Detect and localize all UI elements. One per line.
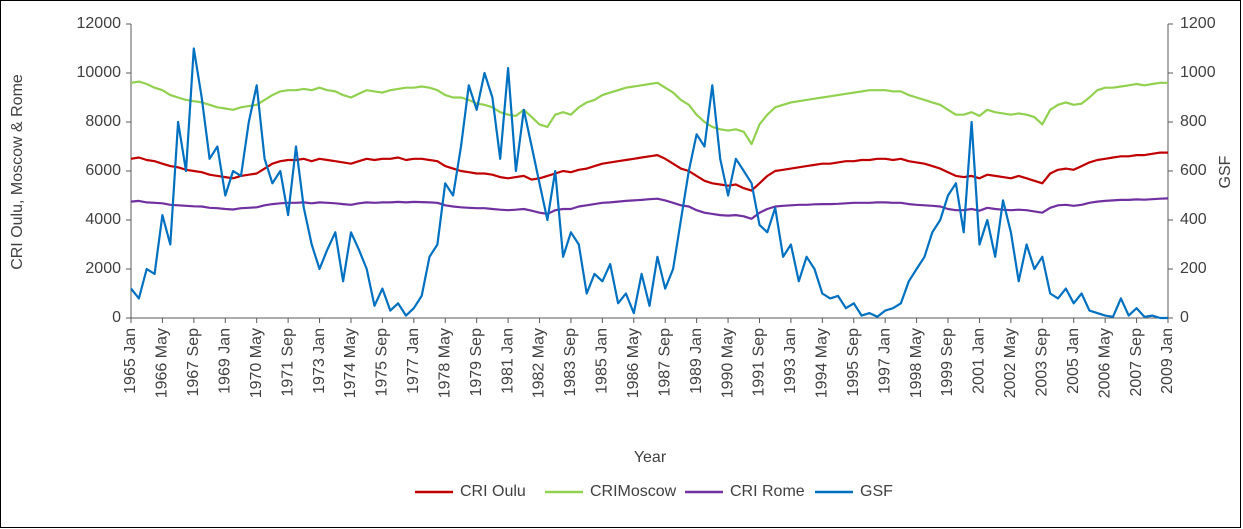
x-tick-label: 1977 Jan xyxy=(405,328,422,394)
x-tick-label: 1967 Sep xyxy=(185,328,202,397)
y-tick-label: 0 xyxy=(112,309,121,326)
x-tick-label: 1965 Jan xyxy=(122,328,139,394)
x-tick-label: 1997 Jan xyxy=(876,328,893,394)
x-tick-label: 1987 Sep xyxy=(656,328,673,397)
x-tick-label: 1975 Sep xyxy=(374,328,391,397)
y-tick-label: 8000 xyxy=(85,113,121,130)
x-tick-label: 1985 Jan xyxy=(594,328,611,394)
series-line xyxy=(130,151,1168,192)
x-tick-label: 2002 May xyxy=(1002,328,1019,398)
y2-tick-label: 400 xyxy=(1180,211,1207,228)
y-tick-label: 6000 xyxy=(85,162,121,179)
x-tick-label: 2009 Jan xyxy=(1159,328,1176,394)
y2-tick-label: 200 xyxy=(1180,260,1207,277)
x-tick-label: 1993 Jan xyxy=(782,328,799,394)
legend-label: CRI Oulu xyxy=(460,483,526,500)
y-axis-title: CRI Oulu, Moscow & Rome xyxy=(9,74,26,270)
x-tick-label: 1999 Sep xyxy=(939,328,956,397)
y2-tick-label: 600 xyxy=(1180,162,1207,179)
x-tick-label: 1981 Jan xyxy=(499,328,516,394)
x-axis-title: Year xyxy=(634,449,667,466)
x-tick-label: 1986 May xyxy=(625,328,642,398)
y2-tick-label: 1200 xyxy=(1180,15,1216,32)
x-tick-label: 1982 May xyxy=(531,328,548,398)
y2-axis-title: GSF xyxy=(1217,155,1234,188)
x-tick-label: 2001 Jan xyxy=(971,328,988,394)
x-tick-label: 1979 Sep xyxy=(468,328,485,397)
legend-label: CRIMoscow xyxy=(590,483,677,500)
x-tick-label: 2003 Sep xyxy=(1034,328,1051,397)
x-tick-label: 1995 Sep xyxy=(845,328,862,397)
x-tick-label: 1974 May xyxy=(342,328,359,398)
x-tick-label: 1978 May xyxy=(436,328,453,398)
x-tick-label: 1991 Sep xyxy=(751,328,768,397)
x-tick-label: 1989 Jan xyxy=(688,328,705,394)
y-tick-label: 12000 xyxy=(77,15,122,32)
x-tick-label: 1990 May xyxy=(719,328,736,398)
y-tick-label: 10000 xyxy=(77,64,122,81)
legend-label: CRI Rome xyxy=(730,483,805,500)
x-tick-label: 1998 May xyxy=(908,328,925,398)
x-tick-label: 1983 Sep xyxy=(562,328,579,397)
y-tick-label: 4000 xyxy=(85,211,121,228)
series-line xyxy=(130,80,1168,146)
x-tick-label: 1966 May xyxy=(154,328,171,398)
series-line xyxy=(130,47,1168,320)
x-tick-label: 1969 Jan xyxy=(216,328,233,394)
x-tick-label: 2006 May xyxy=(1096,328,1113,398)
x-tick-label: 1973 Jan xyxy=(311,328,328,394)
y2-tick-label: 0 xyxy=(1180,309,1189,326)
x-tick-label: 1970 May xyxy=(248,328,265,398)
x-tick-label: 1994 May xyxy=(814,328,831,398)
y2-tick-label: 800 xyxy=(1180,113,1207,130)
y-tick-label: 2000 xyxy=(85,260,121,277)
x-tick-label: 2007 Sep xyxy=(1128,328,1145,397)
legend-label: GSF xyxy=(860,483,893,500)
x-tick-label: 2005 Jan xyxy=(1065,328,1082,394)
x-tick-label: 1971 Sep xyxy=(279,328,296,397)
y2-tick-label: 1000 xyxy=(1180,64,1216,81)
